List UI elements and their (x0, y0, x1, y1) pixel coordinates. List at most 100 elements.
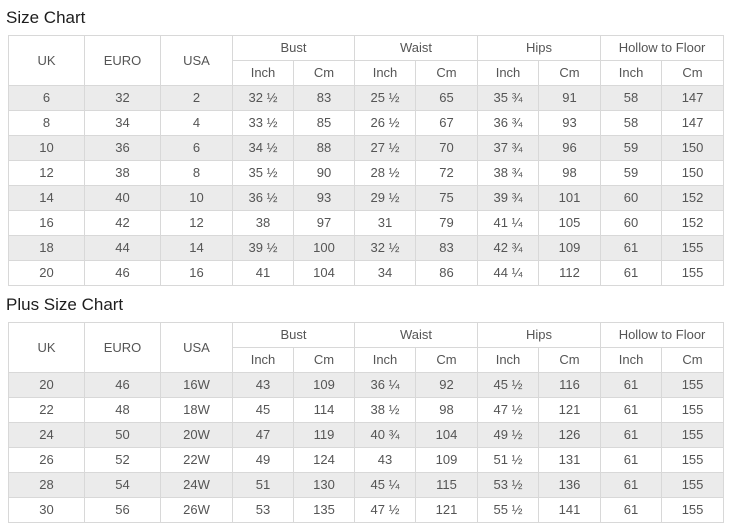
table-cell: 116 (538, 372, 602, 398)
table-cell: 67 (415, 110, 479, 136)
table-cell: 72 (415, 160, 479, 186)
table-cell: 141 (538, 497, 602, 523)
column-header-waist-cm: Cm (415, 347, 479, 373)
table-cell: 53 ½ (477, 472, 540, 498)
table-cell: 22W (160, 447, 233, 473)
table-cell: 130 (292, 472, 356, 498)
table-cell: 36 (84, 135, 161, 161)
table-cell: 41 (232, 260, 294, 286)
table-cell: 109 (292, 372, 356, 398)
table-cell: 136 (538, 472, 602, 498)
column-header-euro: EURO (84, 322, 161, 373)
table-cell: 10 (160, 185, 233, 211)
table-cell: 14 (160, 235, 233, 261)
table-cell: 60 (600, 210, 663, 236)
table-cell: 155 (661, 422, 725, 448)
column-header-hollow-cm: Cm (661, 347, 725, 373)
column-header-waist-inch: Inch (354, 347, 417, 373)
table-cell: 42 ¾ (477, 235, 540, 261)
table-cell: 47 (232, 422, 294, 448)
column-header-bust-cm: Cm (292, 60, 356, 86)
column-group-hollow-to-floor: Hollow to Floor (600, 322, 725, 348)
table-cell: 8 (160, 160, 233, 186)
table-cell: 28 (8, 472, 85, 498)
table-cell: 104 (415, 422, 479, 448)
table-cell: 152 (661, 210, 725, 236)
table-cell: 50 (84, 422, 161, 448)
table-cell: 16W (160, 372, 233, 398)
table-cell: 124 (292, 447, 356, 473)
table-cell: 52 (84, 447, 161, 473)
table-cell: 34 (354, 260, 417, 286)
table-cell: 150 (661, 135, 725, 161)
table-cell: 27 ½ (354, 135, 417, 161)
column-header-hips-inch: Inch (477, 347, 540, 373)
table-cell: 121 (538, 397, 602, 423)
table-cell: 98 (538, 160, 602, 186)
table-cell: 26W (160, 497, 233, 523)
table-cell: 70 (415, 135, 479, 161)
table-cell: 147 (661, 85, 725, 111)
column-header-euro: EURO (84, 35, 161, 86)
table-cell: 152 (661, 185, 725, 211)
column-header-hollow-cm: Cm (661, 60, 725, 86)
table-cell: 20 (8, 372, 85, 398)
column-group-hips: Hips (477, 322, 602, 348)
table-cell: 6 (160, 135, 233, 161)
table-cell: 86 (415, 260, 479, 286)
plus-size-chart-table: UK EURO USA Bust Waist Hips Hollow to Fl… (8, 322, 725, 523)
table-cell: 14 (8, 185, 85, 211)
column-header-uk: UK (8, 35, 85, 86)
size-chart-title: Size Chart (6, 8, 86, 27)
table-cell: 51 ½ (477, 447, 540, 473)
table-cell: 37 ¾ (477, 135, 540, 161)
table-cell: 18W (160, 397, 233, 423)
table-cell: 45 ½ (477, 372, 540, 398)
size-chart-table: UK EURO USA Bust Waist Hips Hollow to Fl… (8, 35, 725, 286)
table-cell: 131 (538, 447, 602, 473)
table-cell: 46 (84, 372, 161, 398)
table-row: 24 50 20W 47 119 40 ¾ 104 49 ½ 126 61 155 (8, 422, 725, 448)
table-cell: 22 (8, 397, 85, 423)
table-cell: 100 (292, 235, 356, 261)
table-row: 20 46 16 41 104 34 86 44 ¼ 112 61 155 (8, 260, 725, 286)
table-cell: 155 (661, 260, 725, 286)
plus-size-chart-body: 20 46 16W 43 109 36 ¼ 92 45 ½ 116 61 155 22 48 18W 45 1… (8, 372, 725, 523)
table-cell: 47 ½ (477, 397, 540, 423)
column-group-hips: Hips (477, 35, 602, 61)
table-cell: 29 ½ (354, 185, 417, 211)
table-cell: 105 (538, 210, 602, 236)
table-cell: 83 (292, 85, 356, 111)
size-chart-body: 6 32 2 32 ½ 83 25 ½ 65 35 ¾ 91 58 147 8 34 4 33 ½ 85 26 … (8, 85, 725, 286)
table-cell: 38 ¾ (477, 160, 540, 186)
table-cell: 155 (661, 472, 725, 498)
column-header-hips-inch: Inch (477, 60, 540, 86)
table-cell: 155 (661, 397, 725, 423)
table-cell: 60 (600, 185, 663, 211)
table-cell: 49 ½ (477, 422, 540, 448)
column-header-hips-cm: Cm (538, 60, 602, 86)
table-cell: 61 (600, 447, 663, 473)
table-row: 20 46 16W 43 109 36 ¼ 92 45 ½ 116 61 155 (8, 372, 725, 398)
plus-size-chart-title: Plus Size Chart (6, 295, 124, 314)
table-cell: 109 (538, 235, 602, 261)
table-cell: 75 (415, 185, 479, 211)
table-row: 30 56 26W 53 135 47 ½ 121 55 ½ 141 61 155 (8, 497, 725, 523)
size-chart-header: UK EURO USA Bust Waist Hips Hollow to Fl… (8, 35, 725, 86)
table-row: 16 42 12 38 97 31 79 41 ¼ 105 60 152 (8, 210, 725, 236)
column-group-bust: Bust (231, 322, 356, 348)
table-cell: 155 (661, 447, 725, 473)
table-cell: 48 (84, 397, 161, 423)
table-cell: 26 ½ (354, 110, 417, 136)
table-cell: 24 (8, 422, 85, 448)
table-cell: 112 (538, 260, 602, 286)
table-cell: 61 (600, 472, 663, 498)
table-cell: 93 (292, 185, 356, 211)
table-cell: 41 ¼ (477, 210, 540, 236)
column-header-bust-cm: Cm (292, 347, 356, 373)
table-cell: 42 (84, 210, 161, 236)
table-cell: 32 ½ (354, 235, 417, 261)
table-cell: 20 (8, 260, 85, 286)
table-cell: 119 (292, 422, 356, 448)
